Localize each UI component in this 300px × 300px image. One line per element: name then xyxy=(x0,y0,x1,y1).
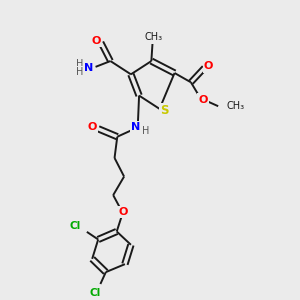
Text: S: S xyxy=(160,104,169,118)
Text: CH₃: CH₃ xyxy=(144,32,162,42)
Text: O: O xyxy=(204,61,213,71)
Text: N: N xyxy=(84,63,93,73)
Text: O: O xyxy=(91,36,101,46)
Text: N: N xyxy=(131,122,140,132)
Text: H: H xyxy=(76,59,83,69)
Text: H: H xyxy=(76,67,83,77)
Text: Cl: Cl xyxy=(90,288,101,298)
Text: CH₃: CH₃ xyxy=(226,101,244,111)
Text: O: O xyxy=(199,94,208,105)
Text: Cl: Cl xyxy=(70,221,81,231)
Text: O: O xyxy=(88,122,97,132)
Text: O: O xyxy=(118,207,128,217)
Text: H: H xyxy=(142,126,149,136)
